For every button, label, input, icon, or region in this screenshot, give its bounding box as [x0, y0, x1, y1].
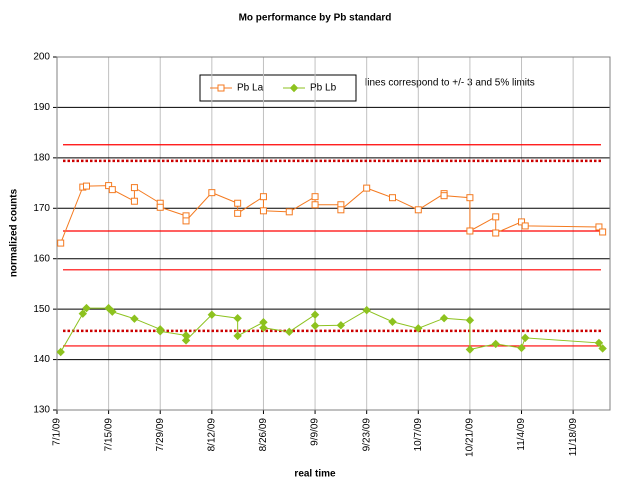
- data-point: [207, 310, 217, 319]
- data-point: [285, 208, 293, 216]
- data-point: [363, 184, 371, 192]
- data-point: [310, 321, 320, 330]
- legend-label: Pb La: [237, 83, 264, 94]
- data-point: [208, 189, 216, 197]
- data-point: [57, 239, 65, 247]
- annotation: lines correspond to +/- 3 and 5% limits: [365, 78, 535, 89]
- data-point: [82, 303, 91, 313]
- data-point: [492, 213, 500, 221]
- y-axis-label: normalized counts: [9, 188, 20, 277]
- data-point: [414, 324, 423, 333]
- data-point: [414, 206, 422, 214]
- plot-border: [56, 56, 611, 411]
- data-point: [521, 222, 529, 230]
- y-tick-label: 130: [33, 405, 50, 416]
- data-point: [234, 199, 242, 207]
- data-point: [440, 192, 448, 200]
- x-tick-label: 10/21/09: [465, 418, 476, 457]
- y-tick-label: 200: [33, 52, 50, 63]
- data-point: [388, 317, 397, 326]
- data-point: [336, 321, 346, 330]
- data-point: [491, 339, 500, 349]
- data-point: [439, 314, 449, 323]
- x-tick-label: 7/1/09: [52, 418, 63, 446]
- data-point: [595, 223, 603, 231]
- data-point: [130, 184, 138, 192]
- x-tick-label: 7/15/09: [103, 418, 114, 452]
- data-point: [310, 310, 320, 319]
- data-point: [259, 193, 267, 201]
- x-tick-label: 11/4/09: [516, 418, 527, 451]
- x-tick-label: 10/7/09: [413, 418, 424, 452]
- data-point: [181, 336, 191, 345]
- x-axis-label: real time: [294, 469, 336, 480]
- data-point: [520, 333, 530, 343]
- data-point: [233, 331, 242, 341]
- y-tick-label: 150: [33, 304, 50, 315]
- data-point: [56, 347, 65, 357]
- data-point: [108, 186, 116, 194]
- data-point: [492, 229, 500, 237]
- legend-label: Pb Lb: [310, 83, 337, 94]
- data-point: [466, 194, 474, 202]
- data-point: [599, 228, 607, 236]
- x-tick-label: 7/29/09: [155, 418, 166, 452]
- chart-title: Mo performance by Pb standard: [239, 13, 392, 24]
- data-point: [465, 316, 475, 325]
- x-tick-label: 9/23/09: [361, 418, 372, 452]
- data-point: [517, 343, 526, 353]
- data-point: [598, 344, 607, 353]
- x-tick-label: 8/12/09: [206, 418, 217, 452]
- data-point: [518, 218, 526, 226]
- x-tick-label: 9/9/09: [310, 418, 321, 446]
- data-point: [259, 323, 268, 333]
- series-line: [60, 185, 604, 244]
- data-point: [156, 327, 165, 336]
- data-point: [311, 193, 319, 201]
- data-point: [234, 209, 242, 217]
- legend-marker: [289, 83, 299, 93]
- series-line: [60, 307, 604, 353]
- data-point: [82, 182, 90, 190]
- y-tick-label: 140: [33, 354, 50, 365]
- data-point: [362, 305, 371, 315]
- y-tick-label: 170: [33, 203, 50, 214]
- data-point: [466, 227, 474, 235]
- y-tick-label: 160: [33, 253, 50, 264]
- data-point: [130, 197, 138, 205]
- legend-marker: [217, 84, 225, 92]
- data-point: [156, 203, 164, 211]
- data-point: [182, 217, 190, 225]
- y-tick-label: 180: [33, 152, 50, 163]
- data-point: [105, 182, 113, 190]
- y-tick-label: 190: [33, 102, 50, 113]
- data-point: [259, 207, 267, 215]
- data-point: [130, 314, 139, 323]
- data-point: [108, 307, 117, 316]
- data-point: [337, 206, 345, 214]
- data-point: [465, 345, 475, 354]
- data-point: [233, 314, 242, 323]
- data-point: [594, 338, 604, 348]
- x-tick-label: 8/26/09: [258, 418, 269, 452]
- data-point: [78, 309, 88, 318]
- data-point: [285, 327, 294, 337]
- data-point: [311, 201, 319, 209]
- data-point: [388, 194, 396, 202]
- x-tick-label: 11/18/09: [568, 418, 579, 457]
